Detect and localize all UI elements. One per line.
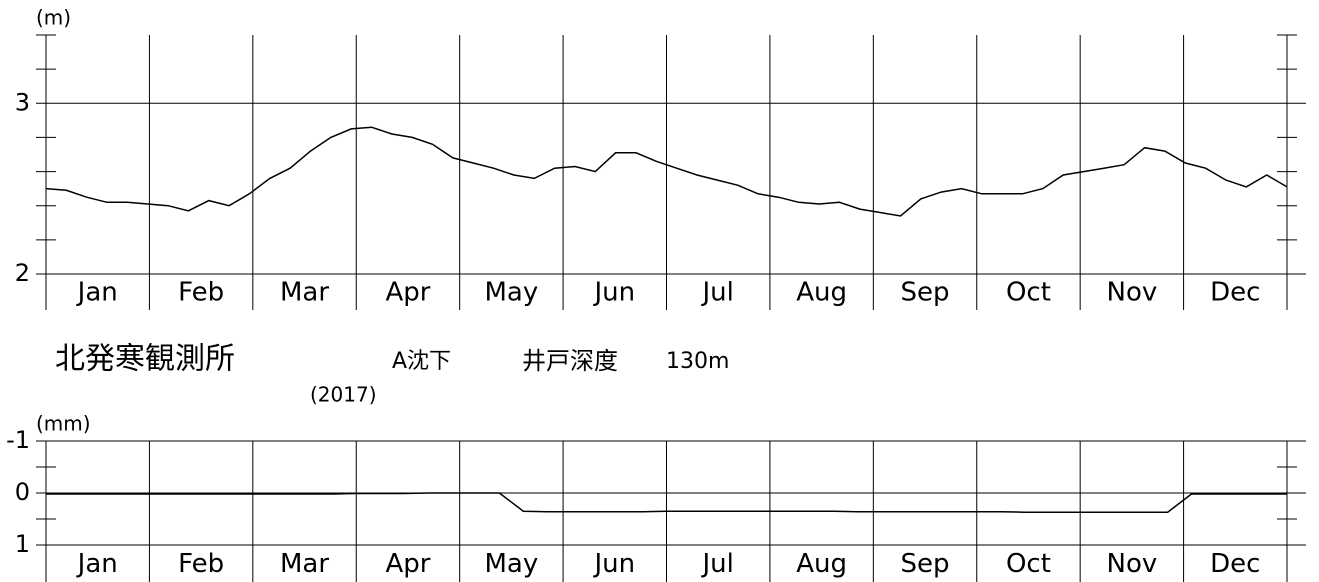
y-tick-label: 3 xyxy=(15,88,30,116)
y-axis-label: (mm) xyxy=(36,412,91,436)
y-tick-label: 2 xyxy=(15,259,30,287)
depth-label: 井戸深度 xyxy=(522,347,618,375)
x-tick-label: Mar xyxy=(280,549,329,579)
depth: 130m xyxy=(666,349,729,374)
x-tick-label: Jun xyxy=(592,549,635,579)
x-tick-label: Aug xyxy=(796,278,847,308)
kind: A沈下 xyxy=(392,349,451,374)
x-tick-label: Feb xyxy=(178,278,224,308)
x-tick-label: Apr xyxy=(385,549,430,579)
x-tick-label: Apr xyxy=(385,278,430,308)
year: (2017) xyxy=(310,383,377,407)
y-axis-label: (m) xyxy=(36,6,71,30)
x-tick-label: Oct xyxy=(1006,549,1051,579)
x-tick-label: Jun xyxy=(592,278,635,308)
x-tick-label: Mar xyxy=(280,278,329,308)
x-tick-label: Nov xyxy=(1107,278,1158,308)
x-tick-label: Sep xyxy=(901,549,950,579)
x-tick-label: Oct xyxy=(1006,278,1051,308)
x-tick-label: Aug xyxy=(796,549,847,579)
x-tick-label: Jul xyxy=(701,278,734,308)
x-tick-label: Jan xyxy=(76,278,118,308)
x-tick-label: Nov xyxy=(1107,549,1158,579)
x-tick-label: Feb xyxy=(178,549,224,579)
x-tick-label: Jul xyxy=(701,549,734,579)
station-name: 北発寒観測所 xyxy=(55,342,235,377)
x-tick-label: Dec xyxy=(1210,549,1260,579)
y-tick-label: 0 xyxy=(15,478,30,506)
y-tick-label: 1 xyxy=(15,530,30,558)
y-tick-label: -1 xyxy=(6,426,30,454)
x-tick-label: Dec xyxy=(1210,278,1260,308)
x-tick-label: Jan xyxy=(76,549,118,579)
data-line xyxy=(45,126,1288,217)
x-tick-label: May xyxy=(484,278,538,308)
x-tick-label: May xyxy=(484,549,538,579)
x-tick-label: Sep xyxy=(901,278,950,308)
data-line xyxy=(46,492,1287,513)
